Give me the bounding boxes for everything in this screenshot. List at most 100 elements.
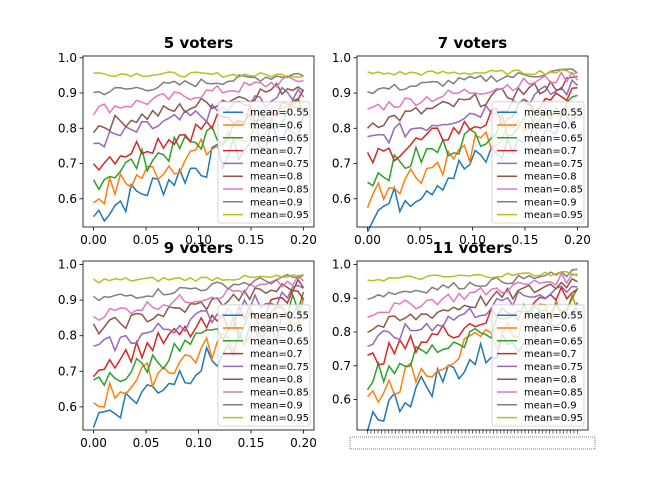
legend-label: mean=0.95 <box>524 413 583 424</box>
legend-label: mean=0.6 <box>524 324 577 335</box>
subplot-title: 7 voters <box>438 34 507 52</box>
y-tick-label: 1.0 <box>58 258 77 272</box>
y-tick-label: 0.6 <box>332 393 351 407</box>
y-tick-label: 0.7 <box>58 157 77 171</box>
series-line <box>367 271 578 318</box>
series-line <box>367 268 578 301</box>
legend-label: mean=0.55 <box>250 108 309 119</box>
legend-label: mean=0.7 <box>250 146 303 157</box>
legend-box <box>217 304 311 427</box>
legend-label: mean=0.8 <box>524 172 577 183</box>
x-tick-label: 0.10 <box>185 436 212 450</box>
legend-label: mean=0.85 <box>250 388 309 399</box>
series-line <box>92 74 304 116</box>
legend-label: mean=0.95 <box>524 210 583 221</box>
legend-label: mean=0.8 <box>524 375 577 386</box>
legend-label: mean=0.6 <box>524 121 577 132</box>
legend-label: mean=0.65 <box>250 133 309 144</box>
legend-label: mean=0.9 <box>250 197 303 208</box>
y-tick-label: 0.9 <box>332 86 351 100</box>
subplot-title: 11 voters <box>433 239 513 257</box>
y-tick-label: 1.0 <box>332 51 351 65</box>
series-line <box>92 278 305 336</box>
series-line <box>93 273 304 302</box>
legend-label: mean=0.7 <box>250 349 303 360</box>
legend-label: mean=0.65 <box>524 336 583 347</box>
series-line <box>367 285 578 348</box>
y-tick-label: 0.7 <box>332 157 351 171</box>
x-tick-label: 0.15 <box>238 233 265 247</box>
legend-label: mean=0.7 <box>524 349 577 360</box>
legend-label: mean=0.55 <box>250 311 309 322</box>
x-tick-label: 0.00 <box>80 436 107 450</box>
series-line <box>367 78 579 145</box>
subplot-2: 0.6 0.7 0.8 0.9 1.0 0.00 0.05 0.10 0.15 0.20 7 vot… <box>332 34 591 247</box>
x-tick-label: 0.15 <box>238 436 265 450</box>
y-tick-label: 0.9 <box>58 86 77 100</box>
y-tick-label: 0.8 <box>58 121 77 135</box>
series-line <box>93 273 304 284</box>
legend-label: mean=0.75 <box>524 362 583 373</box>
subplot-3: 0.6 0.7 0.8 0.9 1.0 0.00 0.05 0.10 0.15 0.20 9 vot… <box>58 239 317 450</box>
series-line <box>366 75 578 129</box>
y-tick-label: 0.6 <box>332 192 351 206</box>
legend-label: mean=0.75 <box>250 362 309 373</box>
series-line <box>367 285 578 366</box>
legend-label: mean=0.9 <box>250 400 303 411</box>
legend-label: mean=0.75 <box>250 159 309 170</box>
x-tick-label: 0.00 <box>80 233 107 247</box>
y-tick-label: 1.0 <box>332 257 351 271</box>
legend-label: mean=0.9 <box>524 197 577 208</box>
legend-label: mean=0.8 <box>250 375 303 386</box>
x-tick-label: 0.05 <box>407 233 434 247</box>
series-line <box>367 69 578 76</box>
series-line <box>367 68 578 95</box>
series-line <box>92 82 304 134</box>
series-line <box>367 271 578 282</box>
legend-label: mean=0.55 <box>524 108 583 119</box>
y-tick-label: 0.9 <box>58 293 77 307</box>
series-line <box>93 284 304 353</box>
legend-box <box>491 101 585 224</box>
x-tick-label: 0.20 <box>564 233 591 247</box>
y-tick-label: 0.6 <box>58 400 77 414</box>
legend-label: mean=0.95 <box>250 413 309 424</box>
y-tick-label: 0.8 <box>332 121 351 135</box>
legend-label: mean=0.8 <box>250 172 303 183</box>
legend-label: mean=0.65 <box>524 133 583 144</box>
x-tick-label: 0.05 <box>133 436 160 450</box>
legend-label: mean=0.9 <box>524 400 577 411</box>
legend-label: mean=0.85 <box>524 388 583 399</box>
x-tick-label: 0.20 <box>290 233 317 247</box>
subplot-title: 5 voters <box>164 34 233 52</box>
legend-label: mean=0.85 <box>250 185 309 196</box>
x-tick-label: 0.20 <box>290 436 317 450</box>
legend-label: mean=0.6 <box>250 121 303 132</box>
x-tick-label: 0.10 <box>459 233 486 247</box>
x-tick-label: 0.15 <box>512 233 539 247</box>
legend-label: mean=0.75 <box>524 159 583 170</box>
legend-label: mean=0.65 <box>250 336 309 347</box>
legend-box <box>491 304 585 427</box>
subplot-title: 9 voters <box>164 239 233 257</box>
legend-label: mean=0.85 <box>524 185 583 196</box>
legend-label: mean=0.6 <box>250 324 303 335</box>
series-line <box>367 70 579 112</box>
x-tick-label: 0.10 <box>185 233 212 247</box>
y-tick-label: 0.8 <box>58 329 77 343</box>
legend-label: mean=0.95 <box>250 210 309 221</box>
legend-box <box>217 101 311 224</box>
x-tick-label-overlap <box>349 436 596 450</box>
subplot-1: 0.6 0.7 0.8 0.9 1.0 0.00 0.05 0.10 0.15 0.20 5 vot… <box>58 34 317 247</box>
subplot-4: 0.60.70.80.91.011 votersmean=0.55mean=0.… <box>332 239 596 450</box>
y-tick-label: 0.9 <box>332 291 351 305</box>
y-tick-label: 0.7 <box>332 359 351 373</box>
series-line <box>367 277 578 334</box>
legend-label: mean=0.7 <box>524 146 577 157</box>
legend-label: mean=0.55 <box>524 311 583 322</box>
